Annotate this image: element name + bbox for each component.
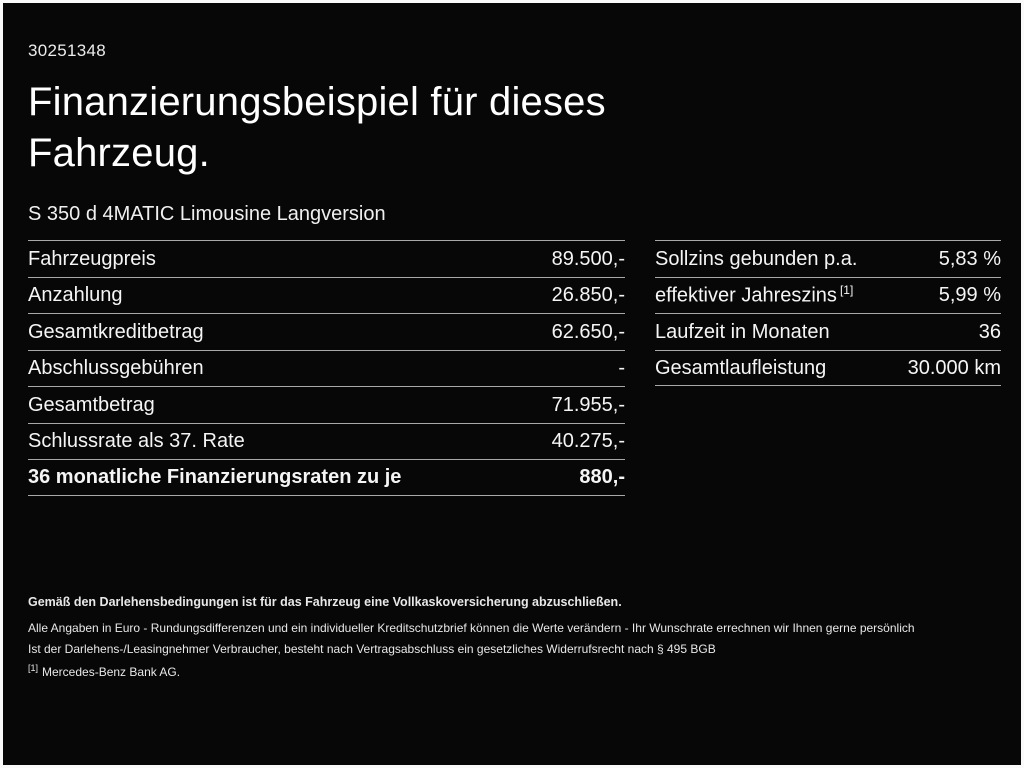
insurance-requirement-note: Gemäß den Darlehensbedingungen ist für d… xyxy=(28,595,622,609)
row-label: Gesamtlaufleistung xyxy=(655,356,827,379)
table-row: Gesamtbetrag 71.955,- xyxy=(28,386,625,423)
row-label: Gesamtbetrag xyxy=(28,393,155,416)
financing-amounts-table: Fahrzeugpreis 89.500,- Anzahlung 26.850,… xyxy=(28,240,625,496)
legal-footer: Gemäß den Darlehensbedingungen ist für d… xyxy=(28,595,1001,679)
row-value: 26.850,- xyxy=(551,284,625,307)
row-label: Abschlussgebühren xyxy=(28,357,204,380)
withdrawal-right-line: Ist der Darlehens-/Leasingnehmer Verbrau… xyxy=(28,642,716,656)
row-label: Sollzins gebunden p.a. xyxy=(655,247,858,270)
table-row: Anzahlung 26.850,- xyxy=(28,276,625,314)
row-label: Gesamtkreditbetrag xyxy=(28,320,204,343)
footnote-text: Mercedes-Benz Bank AG. xyxy=(42,665,181,679)
row-value: 89.500,- xyxy=(551,247,625,270)
footnote: [1] Mercedes-Benz Bank AG. xyxy=(28,663,1001,679)
table-row: Schlussrate als 37. Rate 40.275,- xyxy=(28,422,625,460)
footnote-marker: [1] xyxy=(28,663,39,673)
row-value: 40.275,- xyxy=(551,430,625,453)
table-row: effektiver Jahreszins [1] 5,99 % xyxy=(655,276,1001,314)
financing-tables: Fahrzeugpreis 89.500,- Anzahlung 26.850,… xyxy=(28,240,1001,496)
table-row: Gesamtkreditbetrag 62.650,- xyxy=(28,313,625,350)
financing-conditions-table: Sollzins gebunden p.a. 5,83 % effektiver… xyxy=(655,240,1001,387)
row-value: 5,99 % xyxy=(938,284,1001,307)
table-row-monthly-rate: 36 monatliche Finanzierungsraten zu je 8… xyxy=(28,459,625,496)
vehicle-model-name: S 350 d 4MATIC Limousine Langversion xyxy=(28,203,386,226)
row-value: 5,83 % xyxy=(938,247,1001,270)
row-label: 36 monatliche Finanzierungsraten zu je xyxy=(28,466,402,489)
row-label: Schlussrate als 37. Rate xyxy=(28,430,245,453)
page-title: Finanzierungsbeispiel für dieses Fahrzeu… xyxy=(28,80,606,176)
row-label: Anzahlung xyxy=(28,284,123,307)
row-label-text: effektiver Jahreszins xyxy=(655,284,837,307)
table-row: Laufzeit in Monaten 36 xyxy=(655,313,1001,350)
row-label: Laufzeit in Monaten xyxy=(655,320,830,343)
row-value: 36 xyxy=(978,320,1001,343)
row-label: Fahrzeugpreis xyxy=(28,247,156,270)
table-row: Gesamtlaufleistung 30.000 km xyxy=(655,349,1001,387)
row-value: - xyxy=(618,357,625,380)
page-content: 30251348 Finanzierungsbeispiel für diese… xyxy=(3,3,1021,496)
row-value: 30.000 km xyxy=(907,356,1001,379)
table-row: Abschlussgebühren - xyxy=(28,349,625,387)
row-value: 71.955,- xyxy=(551,393,625,416)
row-value: 62.650,- xyxy=(551,320,625,343)
document-id: 30251348 xyxy=(28,41,107,60)
table-row: Fahrzeugpreis 89.500,- xyxy=(28,240,625,277)
footnote-reference: [1] xyxy=(839,283,854,298)
row-value: 880,- xyxy=(579,466,625,489)
disclaimer-line: Alle Angaben in Euro - Rundungsdifferenz… xyxy=(28,621,915,635)
table-row: Sollzins gebunden p.a. 5,83 % xyxy=(655,240,1001,277)
row-label: effektiver Jahreszins [1] xyxy=(655,283,853,308)
